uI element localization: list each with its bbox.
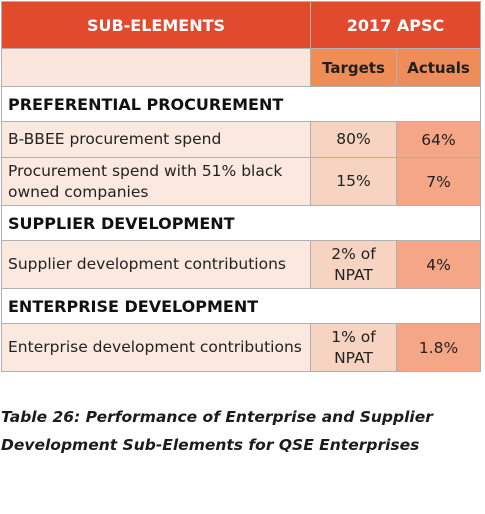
header-row: SUB-ELEMENTS 2017 APSC [1,1,482,49]
targets-header: Targets [310,48,397,87]
row-target: 80% [310,121,397,158]
section-title: ENTERPRISE DEVELOPMENT [0,288,482,324]
row-target: 2% of NPAT [310,240,397,289]
row-actual: 7% [395,157,482,206]
table-row: Procurement spend with 51% black owned c… [1,157,482,206]
section-title: SUPPLIER DEVELOPMENT [0,205,482,241]
section-title: PREFERENTIAL PROCUREMENT [0,86,482,122]
table-caption: Table 26: Performance of Enterprise and … [1,408,433,454]
performance-table: SUB-ELEMENTS 2017 APSC Targets Actuals P… [0,1,482,372]
sub-elements-header: SUB-ELEMENTS [1,1,311,49]
section-row-preferential-procurement: PREFERENTIAL PROCUREMENT [0,86,482,122]
table-row: B-BBEE procurement spend 80% 64% [1,121,482,158]
row-target: 15% [310,157,397,206]
subheader-blank-cell [1,48,311,87]
subheader-row: Targets Actuals [1,48,482,87]
actuals-header: Actuals [395,48,482,87]
row-actual: 4% [395,240,482,289]
row-label: Enterprise development contributions [1,323,311,372]
section-row-enterprise-development: ENTERPRISE DEVELOPMENT [0,288,482,324]
row-label: Supplier development contributions [1,240,311,289]
table-row: Enterprise development contributions 1% … [1,323,482,372]
row-label: Procurement spend with 51% black owned c… [1,157,311,206]
row-actual: 64% [395,121,482,158]
row-label: B-BBEE procurement spend [1,121,311,158]
row-target: 1% of NPAT [310,323,397,372]
section-row-supplier-development: SUPPLIER DEVELOPMENT [0,205,482,241]
table-row: Supplier development contributions 2% of… [1,240,482,289]
apsc-2017-header: 2017 APSC [309,1,482,49]
row-actual: 1.8% [395,323,482,372]
